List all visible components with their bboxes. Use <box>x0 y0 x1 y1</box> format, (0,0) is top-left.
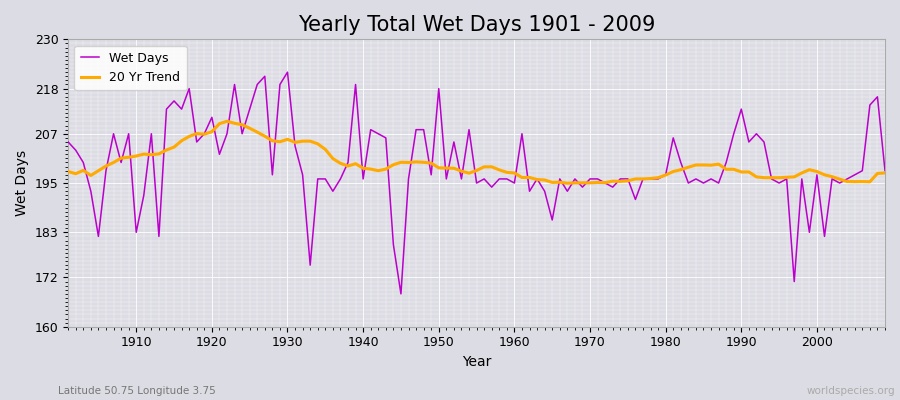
X-axis label: Year: Year <box>462 355 491 369</box>
20 Yr Trend <box>123 155 134 160</box>
Wet Days <box>63 140 74 144</box>
Wet Days <box>343 160 354 165</box>
20 Yr Trend <box>517 175 527 180</box>
20 Yr Trend <box>297 139 308 144</box>
20 Yr Trend <box>562 181 572 186</box>
Text: Latitude 50.75 Longitude 3.75: Latitude 50.75 Longitude 3.75 <box>58 386 216 396</box>
Legend: Wet Days, 20 Yr Trend: Wet Days, 20 Yr Trend <box>75 46 186 90</box>
20 Yr Trend <box>221 119 232 124</box>
Wet Days <box>123 131 134 136</box>
20 Yr Trend <box>615 179 626 184</box>
20 Yr Trend <box>63 169 74 174</box>
Wet Days <box>517 131 527 136</box>
Wet Days <box>297 172 308 177</box>
Wet Days <box>282 70 292 74</box>
Wet Days <box>395 292 406 296</box>
Wet Days <box>615 176 626 181</box>
20 Yr Trend <box>879 170 890 175</box>
Line: 20 Yr Trend: 20 Yr Trend <box>68 121 885 183</box>
20 Yr Trend <box>509 170 520 175</box>
Y-axis label: Wet Days: Wet Days <box>15 150 29 216</box>
Wet Days <box>524 189 535 194</box>
20 Yr Trend <box>343 164 354 168</box>
Line: Wet Days: Wet Days <box>68 72 885 294</box>
Title: Yearly Total Wet Days 1901 - 2009: Yearly Total Wet Days 1901 - 2009 <box>298 15 655 35</box>
Text: worldspecies.org: worldspecies.org <box>807 386 896 396</box>
Wet Days <box>879 168 890 173</box>
